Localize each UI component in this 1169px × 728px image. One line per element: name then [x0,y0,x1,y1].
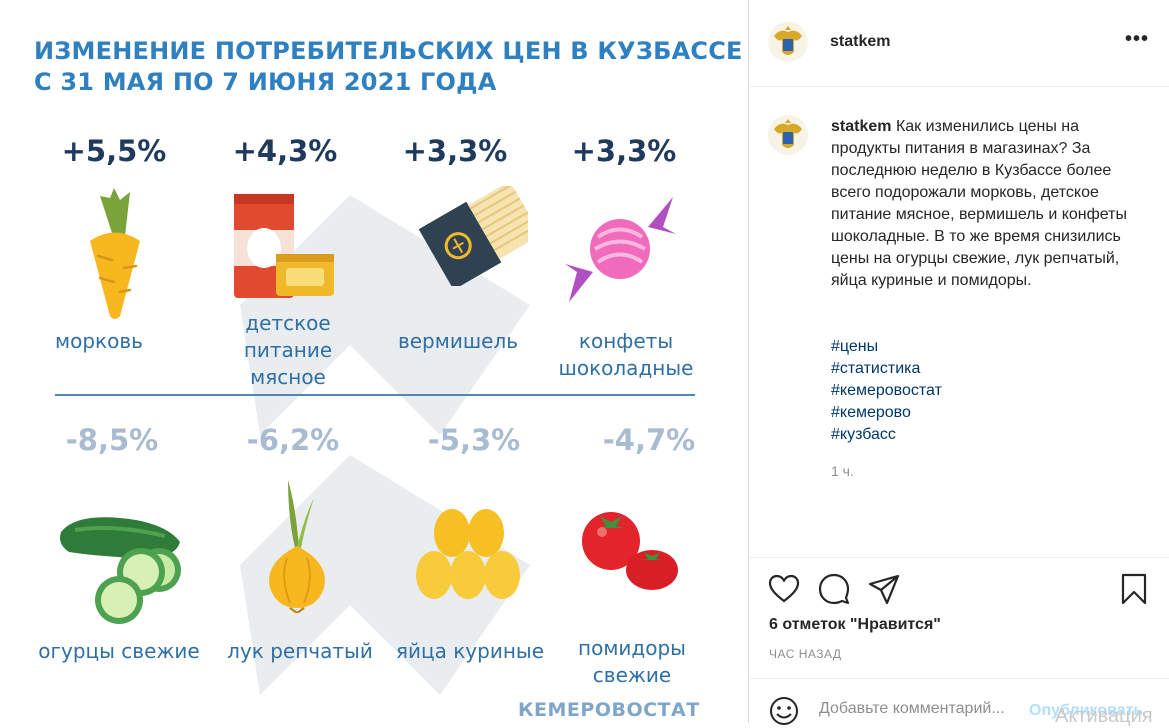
hashtag-link[interactable]: #кемеровостат [831,382,942,399]
comment-bubble-icon[interactable] [817,572,851,606]
more-options-icon[interactable]: ••• [1125,28,1150,50]
infographic-title: ИЗМЕНЕНИЕ ПОТРЕБИТЕЛЬСКИХ ЦЕН В КУЗБАССЕ… [34,36,743,98]
caption-avatar[interactable] [768,115,808,155]
os-activation-watermark: Активация [1055,705,1153,727]
hashtag-link[interactable]: #кемерово [831,404,911,421]
comment-input[interactable] [819,700,1079,718]
item-label-pasta: вермишель [397,329,519,353]
carrot-icon [90,188,140,319]
hashtag-list: #цены #статистика #кемеровостат #кемеров… [831,336,1149,446]
post-caption: statkem Как изменились цены на продукты … [831,116,1149,292]
decrease-value-tomato: -4,7% [602,423,696,457]
item-label-onion: лук репчатый [227,639,373,663]
divider-line [55,394,695,396]
pasta-pack-icon [418,186,528,286]
cucumber-icon [60,517,181,624]
hashtag-link[interactable]: #кузбасс [831,426,896,443]
increase-value-candy: +3,3% [571,134,677,168]
decrease-value-onion: -6,2% [246,423,340,457]
item-label-tomato: помидоры свежие [578,636,686,687]
coat-of-arms-icon [774,26,802,55]
divider [749,557,1169,558]
post-side-panel: statkem ••• statkem Как изменились цены … [748,0,1169,727]
divider [749,678,1169,679]
item-label-carrot: морковь [55,329,143,353]
post-header: statkem ••• [749,0,1169,87]
eggs-icon [416,509,520,599]
coat-of-arms-icon [774,119,802,148]
emoji-smile-icon[interactable] [769,696,799,726]
item-label-cucumber: огурцы свежие [38,639,200,663]
publish-comment-button[interactable]: Опубликовать [1029,702,1144,719]
likes-count[interactable]: 6 отметок "Нравится" [769,616,941,633]
item-label-eggs: яйца куриные [395,639,545,663]
decrease-value-cucumber: -8,5% [65,423,159,457]
title-line-1: ИЗМЕНЕНИЕ ПОТРЕБИТЕЛЬСКИХ ЦЕН В КУЗБАССЕ [34,37,743,65]
brand-logo-text: КЕМЕРОВОСТАТ [518,699,700,721]
post-image[interactable]: ИЗМЕНЕНИЕ ПОТРЕБИТЕЛЬСКИХ ЦЕН В КУЗБАССЕ… [0,0,748,723]
onion-icon [269,480,325,613]
caption-age: 1 ч. [831,463,854,479]
increase-value-carrot: +5,5% [61,134,167,168]
post-username[interactable]: statkem [830,33,891,50]
increase-value-pasta: +3,3% [402,134,508,168]
like-heart-icon[interactable] [767,572,801,606]
decrease-value-eggs: -5,3% [427,423,521,457]
post-time[interactable]: ЧАС НАЗАД [769,647,842,661]
caption-text: Как изменились цены на продукты питания … [831,118,1127,289]
hashtag-link[interactable]: #цены [831,338,879,355]
item-label-baby-food: детское питание мясное [243,311,333,389]
bookmark-icon[interactable] [1117,572,1151,606]
tomato-icon [582,512,678,590]
avatar[interactable] [768,22,808,62]
title-line-2: С 31 МАЯ ПО 7 ИЮНЯ 2021 ГОДА [34,68,497,96]
increase-value-baby-food: +4,3% [232,134,338,168]
item-label-candy: конфеты шоколадные [558,329,694,380]
candy-icon [565,197,676,302]
caption-username[interactable]: statkem [831,118,892,135]
share-paper-plane-icon[interactable] [867,572,901,606]
baby-food-can-icon [234,194,334,298]
hashtag-link[interactable]: #статистика [831,360,921,377]
